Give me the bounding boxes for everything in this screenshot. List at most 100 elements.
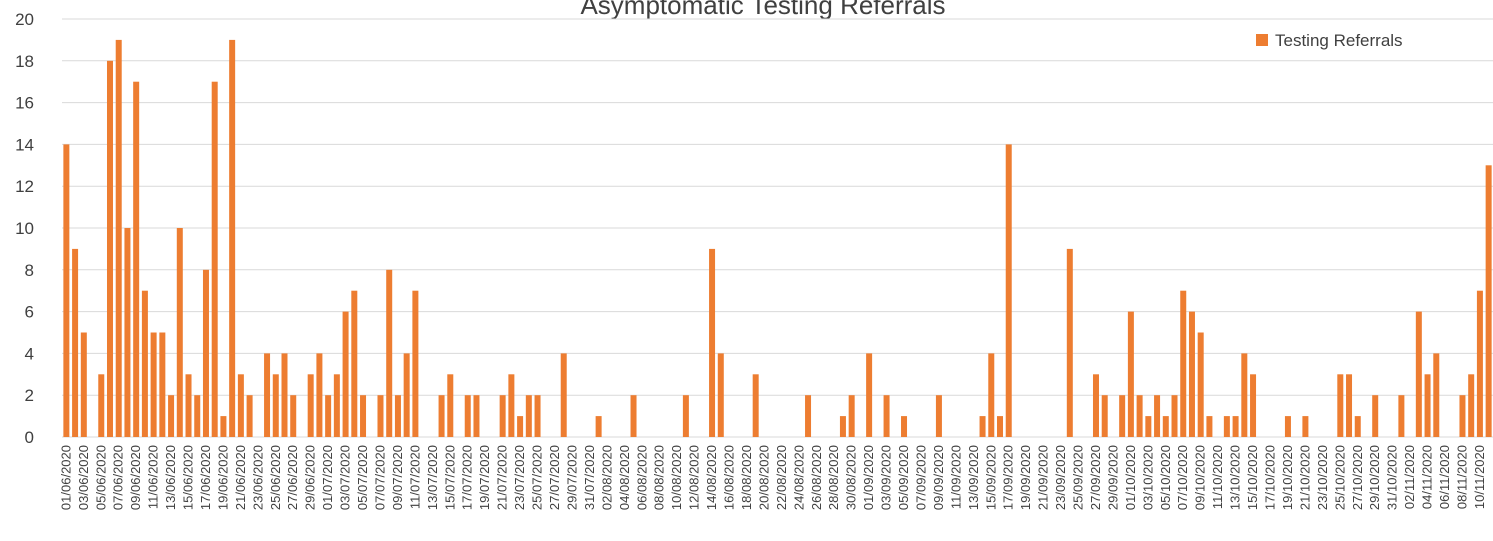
y-tick-label: 16 bbox=[15, 94, 34, 113]
bar bbox=[517, 416, 524, 437]
y-tick-label: 0 bbox=[25, 428, 34, 447]
y-tick-label: 2 bbox=[25, 386, 34, 405]
x-tick-label: 21/06/2020 bbox=[233, 445, 248, 510]
bar bbox=[141, 290, 148, 437]
bar bbox=[342, 311, 349, 437]
x-tick-label: 08/08/2020 bbox=[652, 445, 667, 510]
bar bbox=[176, 228, 183, 437]
x-tick-label: 16/08/2020 bbox=[722, 445, 737, 510]
x-tick-label: 23/07/2020 bbox=[512, 445, 527, 510]
x-tick-label: 05/10/2020 bbox=[1158, 445, 1173, 510]
x-tick-label: 21/09/2020 bbox=[1036, 445, 1051, 510]
bar bbox=[377, 395, 384, 437]
bar bbox=[1337, 374, 1344, 437]
legend-label: Testing Referrals bbox=[1275, 31, 1403, 50]
y-tick-label: 14 bbox=[15, 135, 34, 154]
bar bbox=[1346, 374, 1353, 437]
bar bbox=[351, 290, 358, 437]
bar bbox=[133, 81, 140, 437]
bar bbox=[168, 395, 175, 437]
x-tick-label: 23/09/2020 bbox=[1053, 445, 1068, 510]
bar bbox=[360, 395, 367, 437]
bar bbox=[1206, 416, 1213, 437]
x-tick-label: 06/11/2020 bbox=[1437, 445, 1452, 509]
x-tick-label: 11/07/2020 bbox=[407, 445, 422, 509]
x-tick-label: 01/09/2020 bbox=[861, 445, 876, 510]
bar bbox=[1241, 353, 1248, 437]
x-tick-label: 23/06/2020 bbox=[250, 445, 265, 510]
x-tick-label: 12/08/2020 bbox=[687, 445, 702, 510]
x-tick-label: 14/08/2020 bbox=[704, 445, 719, 510]
y-tick-label: 18 bbox=[15, 52, 34, 71]
bar bbox=[325, 395, 332, 437]
x-tick-label: 23/10/2020 bbox=[1315, 445, 1330, 510]
bar bbox=[595, 416, 602, 437]
bar bbox=[1433, 353, 1440, 437]
bar bbox=[1459, 395, 1466, 437]
bar bbox=[264, 353, 271, 437]
bar bbox=[1180, 290, 1187, 437]
x-tick-label: 17/09/2020 bbox=[1001, 445, 1016, 510]
x-tick-label: 07/10/2020 bbox=[1175, 445, 1190, 510]
bar bbox=[220, 416, 227, 437]
x-tick-label: 29/06/2020 bbox=[303, 445, 318, 510]
bar bbox=[237, 374, 244, 437]
bar bbox=[194, 395, 201, 437]
x-tick-label: 19/10/2020 bbox=[1280, 445, 1295, 510]
bar bbox=[1424, 374, 1431, 437]
x-tick-label: 08/11/2020 bbox=[1454, 445, 1469, 509]
legend-swatch bbox=[1256, 34, 1268, 46]
x-tick-label: 25/07/2020 bbox=[530, 445, 545, 510]
bar bbox=[438, 395, 445, 437]
bar bbox=[1372, 395, 1379, 437]
bar bbox=[403, 353, 410, 437]
x-tick-label: 07/09/2020 bbox=[913, 445, 928, 510]
bar bbox=[630, 395, 637, 437]
bar bbox=[717, 353, 724, 437]
x-tick-label: 05/06/2020 bbox=[93, 445, 108, 510]
bar bbox=[386, 269, 393, 437]
x-tick-label: 31/10/2020 bbox=[1385, 445, 1400, 510]
bar bbox=[499, 395, 506, 437]
x-tick-label: 18/08/2020 bbox=[739, 445, 754, 510]
bar bbox=[534, 395, 541, 437]
bar bbox=[1415, 311, 1422, 437]
bar bbox=[1485, 165, 1492, 438]
x-tick-label: 15/07/2020 bbox=[442, 445, 457, 510]
x-tick-label: 09/06/2020 bbox=[128, 445, 143, 510]
bar bbox=[997, 416, 1004, 437]
x-tick-label: 31/07/2020 bbox=[582, 445, 597, 510]
bar bbox=[709, 248, 716, 437]
x-tick-label: 22/08/2020 bbox=[774, 445, 789, 510]
bar bbox=[316, 353, 323, 437]
x-tick-label: 01/10/2020 bbox=[1123, 445, 1138, 510]
bar bbox=[211, 81, 218, 437]
x-tick-label: 03/07/2020 bbox=[338, 445, 353, 510]
bar bbox=[72, 248, 79, 437]
x-tick-label: 25/09/2020 bbox=[1071, 445, 1086, 510]
x-tick-label: 11/09/2020 bbox=[948, 445, 963, 509]
bar bbox=[1154, 395, 1161, 437]
x-tick-label: 17/10/2020 bbox=[1262, 445, 1277, 510]
bar bbox=[1188, 311, 1195, 437]
x-tick-label: 25/10/2020 bbox=[1332, 445, 1347, 510]
bar bbox=[525, 395, 532, 437]
x-tick-label: 25/06/2020 bbox=[268, 445, 283, 510]
y-tick-label: 12 bbox=[15, 177, 34, 196]
bar bbox=[1284, 416, 1291, 437]
bar bbox=[272, 374, 279, 437]
bar bbox=[1101, 395, 1108, 437]
x-tick-label: 20/08/2020 bbox=[756, 445, 771, 510]
bar bbox=[1250, 374, 1257, 437]
bar bbox=[185, 374, 192, 437]
x-tick-label: 04/08/2020 bbox=[617, 445, 632, 510]
bar bbox=[752, 374, 759, 437]
bar bbox=[1398, 395, 1405, 437]
x-tick-label: 07/06/2020 bbox=[111, 445, 126, 510]
x-tick-label: 03/10/2020 bbox=[1140, 445, 1155, 510]
y-tick-label: 8 bbox=[25, 261, 34, 280]
x-tick-label: 04/11/2020 bbox=[1420, 445, 1435, 509]
x-tick-label: 21/10/2020 bbox=[1297, 445, 1312, 510]
bar bbox=[935, 395, 942, 437]
y-tick-label: 10 bbox=[15, 219, 34, 238]
